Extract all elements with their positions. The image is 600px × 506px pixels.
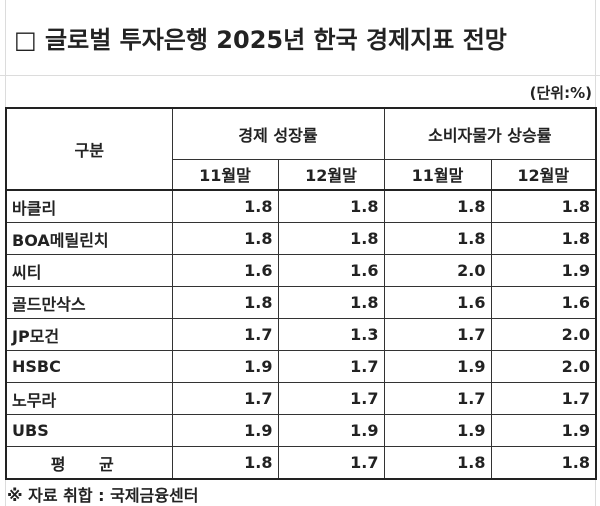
bank-name: 노무라 — [5, 382, 173, 415]
header-category: 구분 — [5, 107, 173, 191]
cpi-nov-value: 1.9 — [383, 350, 492, 383]
bank-name: UBS — [5, 414, 173, 447]
cpi-nov-value: 1.6 — [383, 286, 492, 319]
gdp-dec-value: 1.8 — [277, 222, 385, 255]
unit-label: (단위:%) — [529, 84, 592, 102]
avg-cpi-dec-value: 1.8 — [490, 446, 597, 480]
cpi-nov-value: 1.8 — [383, 222, 492, 255]
table-row: HSBC 1.9 1.7 1.9 2.0 — [5, 350, 597, 383]
cpi-dec-value: 1.9 — [490, 414, 597, 447]
header-row-periods: 11월말 12월말 11월말 12월말 — [6, 158, 597, 191]
table-row: 씨티 1.6 1.6 2.0 1.9 — [5, 254, 597, 287]
table-row: 바클리 1.8 1.8 1.8 1.8 — [5, 189, 597, 223]
bank-name: HSBC — [5, 350, 173, 383]
page-title: □ 글로벌 투자은행 2025년 한국 경제지표 전망 — [14, 26, 507, 54]
cpi-dec-value: 1.7 — [490, 382, 597, 415]
gdp-nov-value: 1.6 — [171, 254, 279, 287]
header-row-groups: 구분 경제 성장률 소비자물가 상승률 — [5, 107, 597, 191]
cpi-dec-value: 1.8 — [490, 189, 597, 223]
average-row: 평 균 1.8 1.7 1.8 1.8 — [5, 446, 597, 480]
cpi-dec-value: 2.0 — [490, 350, 597, 383]
bank-name: 바클리 — [5, 189, 173, 223]
gdp-nov-value: 1.7 — [171, 382, 279, 415]
gdp-dec-value: 1.7 — [277, 382, 385, 415]
bank-name: 씨티 — [5, 254, 173, 287]
average-label: 평 균 — [5, 446, 173, 480]
gdp-nov-value: 1.9 — [171, 414, 279, 447]
cpi-dec-value: 1.9 — [490, 254, 597, 287]
header-cpi-dec: 12월말 — [490, 158, 597, 191]
cpi-nov-value: 1.7 — [383, 382, 492, 415]
avg-gdp-nov-value: 1.8 — [171, 446, 279, 480]
gdp-nov-value: 1.7 — [171, 318, 279, 351]
gdp-nov-value: 1.8 — [171, 222, 279, 255]
cpi-dec-value: 2.0 — [490, 318, 597, 351]
cpi-nov-value: 1.9 — [383, 414, 492, 447]
forecast-table: 구분 경제 성장률 소비자물가 상승률 11월말 12월말 11월말 12월말 … — [5, 107, 598, 480]
table-row: 노무라 1.7 1.7 1.7 1.7 — [5, 382, 597, 415]
gdp-dec-value: 1.8 — [277, 286, 385, 319]
avg-gdp-dec-value: 1.7 — [277, 446, 385, 480]
cpi-dec-value: 1.8 — [490, 222, 597, 255]
gdp-dec-value: 1.6 — [277, 254, 385, 287]
source-note: ※ 자료 취합 : 국제금융센터 — [7, 486, 199, 505]
gdp-nov-value: 1.8 — [171, 189, 279, 223]
gdp-dec-value: 1.3 — [277, 318, 385, 351]
bank-name: 골드만삭스 — [5, 286, 173, 319]
cpi-nov-value: 1.8 — [383, 189, 492, 223]
header-gdp-nov: 11월말 — [171, 158, 279, 191]
gdp-dec-value: 1.8 — [277, 189, 385, 223]
table-row: 골드만삭스 1.8 1.8 1.6 1.6 — [5, 286, 597, 319]
header-cpi: 소비자물가 상승률 — [383, 107, 597, 160]
table-row: BOA메릴린치 1.8 1.8 1.8 1.8 — [5, 222, 597, 255]
header-gdp-dec: 12월말 — [277, 158, 385, 191]
sheet-gridline — [0, 75, 600, 76]
bank-name: JP모건 — [5, 318, 173, 351]
avg-cpi-nov-value: 1.8 — [383, 446, 492, 480]
cpi-dec-value: 1.6 — [490, 286, 597, 319]
gdp-nov-value: 1.9 — [171, 350, 279, 383]
cpi-nov-value: 2.0 — [383, 254, 492, 287]
gdp-dec-value: 1.7 — [277, 350, 385, 383]
table-row: UBS 1.9 1.9 1.9 1.9 — [5, 414, 597, 447]
header-cpi-nov: 11월말 — [383, 158, 492, 191]
cpi-nov-value: 1.7 — [383, 318, 492, 351]
gdp-nov-value: 1.8 — [171, 286, 279, 319]
bank-name: BOA메릴린치 — [5, 222, 173, 255]
gdp-dec-value: 1.9 — [277, 414, 385, 447]
header-gdp-growth: 경제 성장률 — [171, 107, 385, 160]
table-row: JP모건 1.7 1.3 1.7 2.0 — [5, 318, 597, 351]
